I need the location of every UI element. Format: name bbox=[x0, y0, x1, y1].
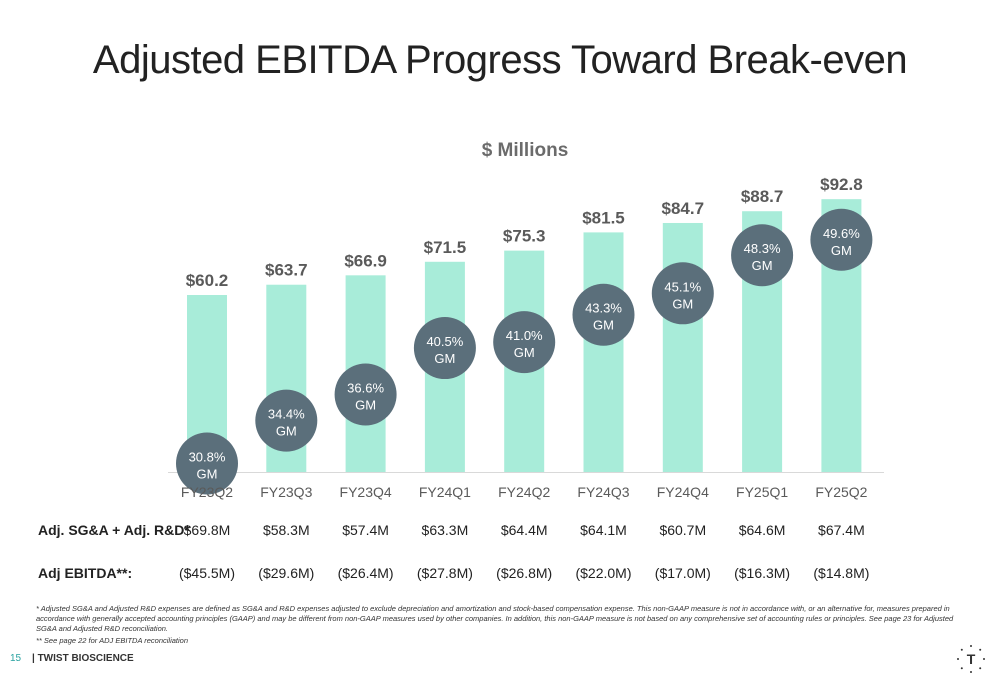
gross-margin-gm-label: GM bbox=[197, 466, 218, 481]
sga-rd-cell: $64.1M bbox=[580, 522, 627, 538]
sga-rd-cell: $60.7M bbox=[659, 522, 707, 538]
x-tick-label: FY25Q2 bbox=[815, 484, 867, 500]
gross-margin-pct-label: 49.6% bbox=[823, 226, 860, 241]
sga-rd-cell: $57.4M bbox=[342, 522, 389, 538]
sga-rd-cell: $63.3M bbox=[421, 522, 469, 538]
row-label-adj-ebitda: Adj EBITDA**: bbox=[38, 565, 133, 581]
bar-value-label: $81.5 bbox=[582, 208, 625, 227]
sga-rd-cell: $64.4M bbox=[500, 522, 548, 538]
adj-ebitda-cell: ($27.8M) bbox=[416, 565, 473, 581]
gross-margin-pct-label: 41.0% bbox=[506, 328, 543, 343]
gross-margin-gm-label: GM bbox=[434, 351, 455, 366]
page-number: 15 bbox=[10, 653, 22, 664]
gross-margin-bubble bbox=[651, 262, 714, 325]
row-label-sga-rd: Adj. SG&A + Adj. R&D* bbox=[38, 522, 190, 538]
gross-margin-gm-label: GM bbox=[752, 258, 773, 273]
adj-ebitda-cell: ($45.5M) bbox=[178, 565, 236, 581]
gross-margin-pct-label: 30.8% bbox=[189, 449, 226, 464]
x-tick-label: FY24Q3 bbox=[577, 484, 629, 500]
gross-margin-pct-label: 34.4% bbox=[268, 407, 305, 422]
x-tick-label: FY23Q2 bbox=[181, 484, 233, 500]
gross-margin-bubble bbox=[731, 224, 794, 287]
gross-margin-bubble bbox=[810, 208, 873, 271]
bar-value-label: $92.8 bbox=[820, 175, 863, 194]
page-title: Adjusted EBITDA Progress Toward Break-ev… bbox=[92, 38, 908, 82]
x-tick-label: FY24Q2 bbox=[498, 484, 550, 500]
x-tick-label: FY23Q4 bbox=[340, 484, 392, 500]
footnote-ebitda-reconciliation: ** See page 22 for ADJ EBITDA reconcilia… bbox=[36, 636, 189, 645]
twist-logo-icon: T bbox=[957, 645, 985, 673]
bar bbox=[583, 232, 624, 472]
gross-margin-pct-label: 45.1% bbox=[664, 279, 701, 294]
bar-chart: $60.2 30.8% GM FY23Q2 $63.7 34.4% GM FY23Q3 $66.… bbox=[168, 175, 884, 500]
gross-margin-gm-label: GM bbox=[593, 318, 614, 333]
gross-margin-pct-label: 40.5% bbox=[426, 334, 463, 349]
sga-rd-cell: $64.6M bbox=[738, 522, 786, 538]
bar-value-label: $66.9 bbox=[344, 251, 387, 270]
adj-ebitda-cell: ($17.0M) bbox=[654, 565, 711, 581]
sga-rd-cell: $67.4M bbox=[818, 522, 865, 538]
company-brand: | TWIST BIOSCIENCE bbox=[32, 653, 134, 664]
gross-margin-gm-label: GM bbox=[514, 345, 535, 360]
logo-letter: T bbox=[967, 651, 976, 667]
adj-ebitda-cell: ($22.0M) bbox=[575, 565, 632, 581]
footnote-adjusted-expenses: * Adjusted SG&A and Adjusted R&D expense… bbox=[36, 604, 954, 633]
x-tick-label: FY24Q4 bbox=[657, 484, 709, 500]
bar-value-label: $63.7 bbox=[265, 261, 308, 280]
gross-margin-bubble bbox=[255, 389, 318, 452]
sga-rd-cell: $69.8M bbox=[183, 522, 231, 538]
adj-ebitda-cell: ($26.8M) bbox=[496, 565, 553, 581]
gross-margin-bubble bbox=[176, 432, 238, 495]
gross-margin-gm-label: GM bbox=[355, 397, 376, 412]
adj-ebitda-cell: ($29.6M) bbox=[258, 565, 315, 581]
sga-rd-cell: $58.3M bbox=[262, 522, 310, 538]
gross-margin-bubble bbox=[413, 317, 476, 380]
gross-margin-pct-label: 48.3% bbox=[744, 241, 781, 256]
x-tick-label: FY24Q1 bbox=[419, 484, 471, 500]
bar-value-label: $75.3 bbox=[503, 227, 546, 246]
gross-margin-gm-label: GM bbox=[831, 243, 852, 258]
bar-value-label: $84.7 bbox=[662, 199, 705, 218]
adj-ebitda-cell: ($14.8M) bbox=[813, 565, 870, 581]
bar-value-label: $71.5 bbox=[424, 238, 467, 257]
gross-margin-pct-label: 43.3% bbox=[585, 301, 622, 316]
bar bbox=[662, 222, 703, 472]
bar-value-label: $88.7 bbox=[741, 187, 784, 206]
adj-ebitda-cell: ($26.4M) bbox=[337, 565, 394, 581]
gross-margin-gm-label: GM bbox=[276, 424, 297, 439]
gross-margin-bubble bbox=[572, 283, 635, 346]
adj-ebitda-cell: ($16.3M) bbox=[734, 565, 791, 581]
gross-margin-bubble bbox=[334, 363, 397, 426]
x-tick-label: FY25Q1 bbox=[736, 484, 788, 500]
gross-margin-bubble bbox=[493, 311, 556, 374]
gross-margin-gm-label: GM bbox=[672, 296, 693, 311]
bar-value-label: $60.2 bbox=[186, 271, 229, 290]
x-tick-label: FY23Q3 bbox=[260, 484, 312, 500]
gross-margin-pct-label: 36.6% bbox=[347, 380, 384, 395]
chart-subtitle: $ Millions bbox=[481, 140, 569, 161]
